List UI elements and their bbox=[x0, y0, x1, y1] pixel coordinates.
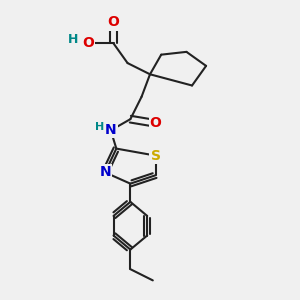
Text: O: O bbox=[150, 116, 161, 130]
Text: H: H bbox=[95, 122, 104, 132]
Text: N: N bbox=[99, 165, 111, 179]
Text: O: O bbox=[82, 36, 94, 50]
Text: O: O bbox=[108, 15, 119, 29]
Text: S: S bbox=[151, 148, 160, 163]
Text: H: H bbox=[68, 33, 78, 46]
Text: N: N bbox=[105, 123, 117, 137]
